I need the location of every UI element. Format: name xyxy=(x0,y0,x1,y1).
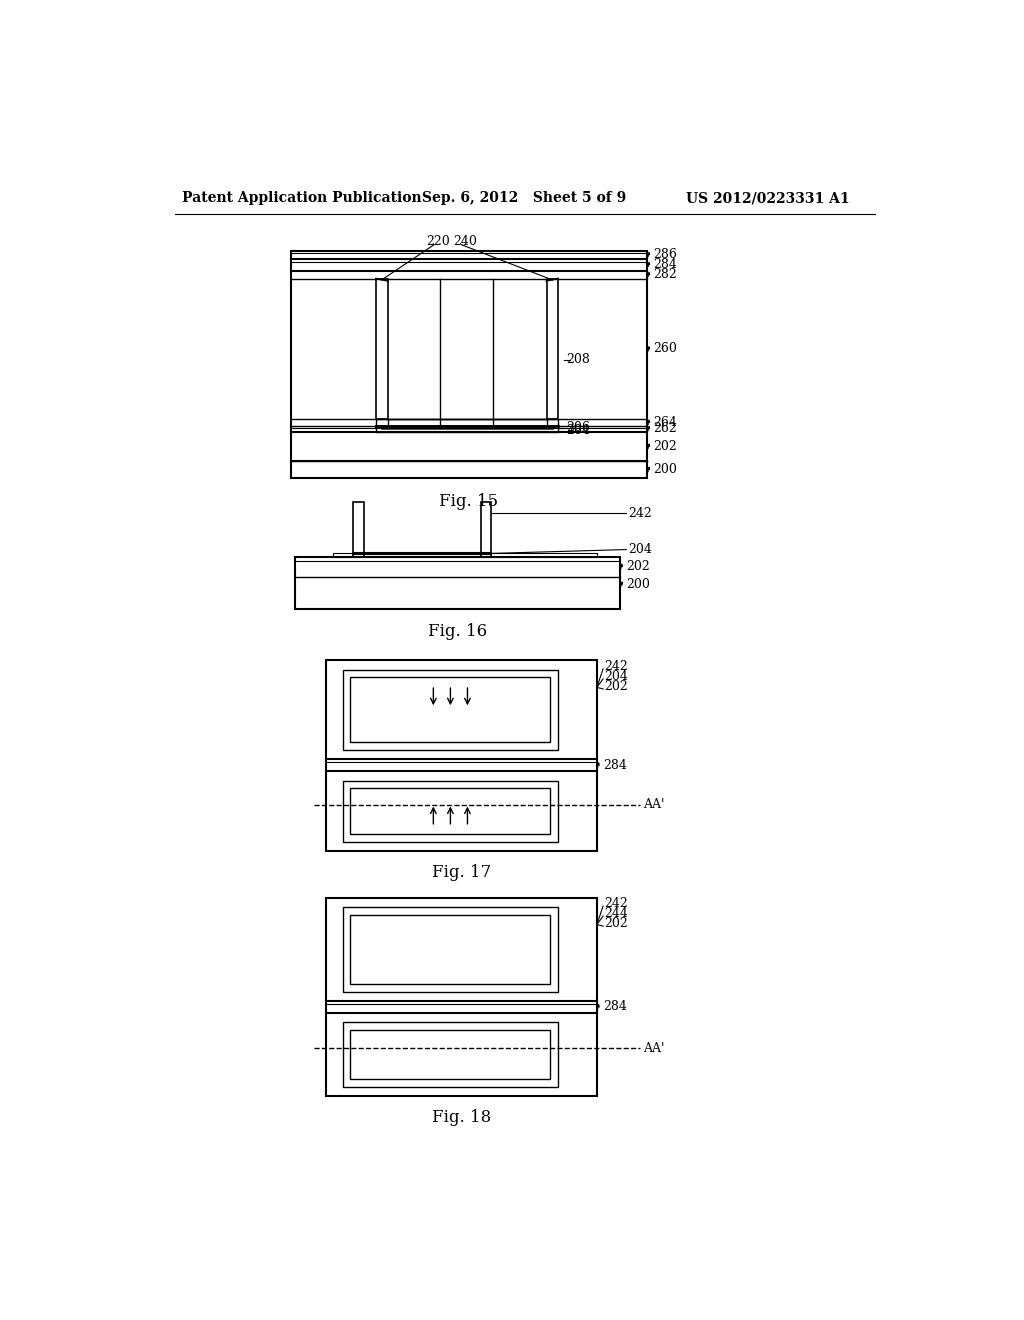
Text: 204: 204 xyxy=(566,425,590,437)
Bar xyxy=(343,669,558,750)
Bar xyxy=(295,557,621,609)
Text: AA': AA' xyxy=(643,799,665,812)
Bar xyxy=(326,898,597,1096)
Bar xyxy=(376,279,388,420)
Bar xyxy=(382,425,553,429)
Text: Sep. 6, 2012   Sheet 5 of 9: Sep. 6, 2012 Sheet 5 of 9 xyxy=(423,191,627,206)
Text: 220: 220 xyxy=(426,235,451,248)
Text: 242: 242 xyxy=(604,660,629,673)
Text: US 2012/0223331 A1: US 2012/0223331 A1 xyxy=(686,191,850,206)
Text: 284: 284 xyxy=(603,1001,627,1014)
Text: Patent Application Publication: Patent Application Publication xyxy=(182,191,422,206)
Text: 202: 202 xyxy=(627,560,650,573)
Text: AA': AA' xyxy=(643,1041,665,1055)
Text: 262: 262 xyxy=(653,422,677,436)
Text: 284: 284 xyxy=(603,759,627,772)
Text: Fig. 17: Fig. 17 xyxy=(432,865,490,882)
Text: 208: 208 xyxy=(566,354,590,366)
Bar xyxy=(376,420,558,432)
Text: 264: 264 xyxy=(653,416,677,429)
Text: 286: 286 xyxy=(653,248,677,261)
Text: 202: 202 xyxy=(653,440,677,453)
Text: 284: 284 xyxy=(653,259,677,271)
Text: 202: 202 xyxy=(604,680,629,693)
Bar xyxy=(547,279,558,420)
Bar xyxy=(291,251,647,478)
Text: 260: 260 xyxy=(653,342,677,355)
Bar xyxy=(343,1022,558,1088)
Text: 242: 242 xyxy=(604,898,629,911)
Bar xyxy=(352,502,364,557)
Text: 244: 244 xyxy=(604,907,629,920)
Text: 204: 204 xyxy=(628,543,651,556)
Text: 240: 240 xyxy=(454,235,477,248)
Bar xyxy=(326,660,597,851)
Bar xyxy=(388,420,547,425)
Text: 200: 200 xyxy=(627,578,650,591)
Bar xyxy=(350,915,550,983)
Bar xyxy=(350,788,550,834)
Text: 204: 204 xyxy=(604,671,629,684)
Bar xyxy=(343,907,558,991)
Bar xyxy=(343,780,558,842)
Bar xyxy=(334,553,597,557)
Text: 202: 202 xyxy=(604,917,629,931)
Text: Fig. 15: Fig. 15 xyxy=(439,492,499,510)
Text: 242: 242 xyxy=(628,507,651,520)
Text: Fig. 16: Fig. 16 xyxy=(428,623,487,640)
Bar xyxy=(350,677,550,742)
Text: 282: 282 xyxy=(653,268,677,281)
Text: 200: 200 xyxy=(653,463,677,477)
Bar xyxy=(480,502,492,557)
Text: Fig. 18: Fig. 18 xyxy=(432,1109,490,1126)
Bar xyxy=(350,1030,550,1080)
Text: 206: 206 xyxy=(566,421,590,434)
